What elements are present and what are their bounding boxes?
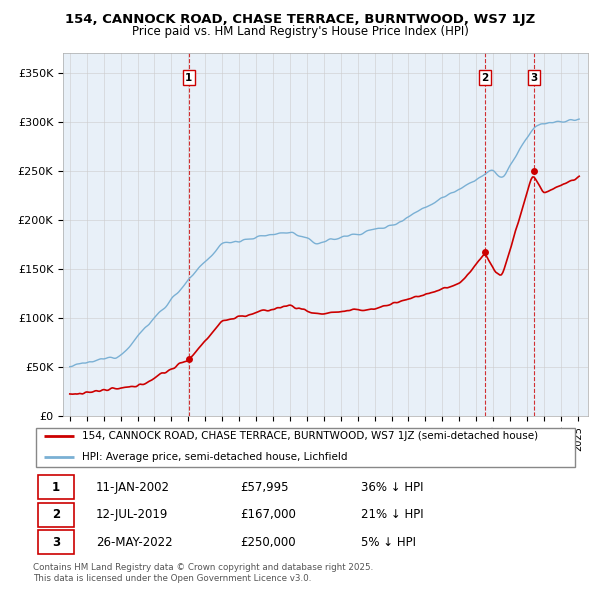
Text: HPI: Average price, semi-detached house, Lichfield: HPI: Average price, semi-detached house,… — [82, 452, 347, 461]
Text: 1: 1 — [185, 73, 193, 83]
Text: 3: 3 — [52, 536, 60, 549]
Text: Price paid vs. HM Land Registry's House Price Index (HPI): Price paid vs. HM Land Registry's House … — [131, 25, 469, 38]
Text: 154, CANNOCK ROAD, CHASE TERRACE, BURNTWOOD, WS7 1JZ: 154, CANNOCK ROAD, CHASE TERRACE, BURNTW… — [65, 13, 535, 26]
Text: 154, CANNOCK ROAD, CHASE TERRACE, BURNTWOOD, WS7 1JZ (semi-detached house): 154, CANNOCK ROAD, CHASE TERRACE, BURNTW… — [82, 431, 538, 441]
Text: £57,995: £57,995 — [241, 481, 289, 494]
Text: 2: 2 — [52, 508, 60, 522]
Text: 3: 3 — [530, 73, 538, 83]
Text: £167,000: £167,000 — [241, 508, 296, 522]
Text: 5% ↓ HPI: 5% ↓ HPI — [361, 536, 416, 549]
Text: 2: 2 — [482, 73, 489, 83]
Text: 11-JAN-2002: 11-JAN-2002 — [96, 481, 170, 494]
FancyBboxPatch shape — [36, 428, 575, 467]
FancyBboxPatch shape — [38, 476, 74, 499]
Text: 26-MAY-2022: 26-MAY-2022 — [96, 536, 172, 549]
FancyBboxPatch shape — [38, 503, 74, 527]
Text: 1: 1 — [52, 481, 60, 494]
Text: 36% ↓ HPI: 36% ↓ HPI — [361, 481, 423, 494]
Text: £250,000: £250,000 — [241, 536, 296, 549]
Text: 12-JUL-2019: 12-JUL-2019 — [96, 508, 168, 522]
Text: 21% ↓ HPI: 21% ↓ HPI — [361, 508, 423, 522]
Text: Contains HM Land Registry data © Crown copyright and database right 2025.
This d: Contains HM Land Registry data © Crown c… — [33, 563, 373, 583]
FancyBboxPatch shape — [38, 530, 74, 554]
